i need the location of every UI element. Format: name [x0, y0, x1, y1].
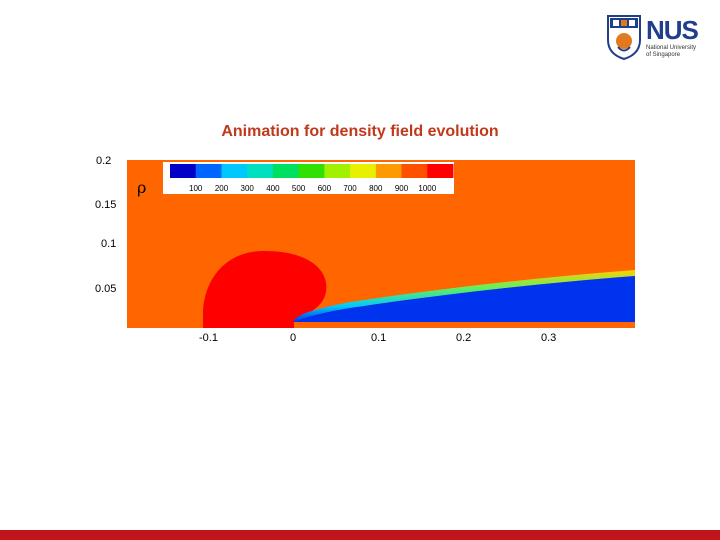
jet-edge [294, 270, 635, 322]
jet-region [294, 276, 635, 322]
colorbar-label: 600 [318, 184, 332, 193]
colorbar-swatches [170, 164, 454, 178]
x-tick-1: 0 [290, 332, 296, 344]
colorbar-label: 800 [369, 184, 383, 193]
nus-logo: NUS National University of Singapore [606, 14, 706, 64]
nus-crest-icon [607, 15, 641, 60]
density-plot: 0.2 0.15 0.1 0.05 -0.1 0 0.1 0.2 0.3 ρ 1… [95, 155, 635, 344]
y-tick-2: 0.1 [101, 238, 116, 250]
footer-bar [0, 530, 720, 540]
colorbar-swatch [350, 164, 377, 178]
y-tick-0: 0.2 [96, 155, 111, 167]
colorbar-swatch [375, 164, 402, 178]
colorbar-swatch [272, 164, 300, 178]
colorbar-label: 300 [241, 184, 255, 193]
colorbar-legend: ρ 100 200 300 400 500 600 700 800 900 1000 [137, 162, 454, 197]
colorbar-label: 500 [292, 184, 306, 193]
colorbar-swatch [247, 164, 274, 178]
colorbar-swatch [221, 164, 248, 178]
x-tick-4: 0.3 [541, 332, 556, 344]
colorbar-label: 100 [189, 184, 203, 193]
colorbar-swatch [401, 164, 428, 178]
colorbar-label: 900 [395, 184, 409, 193]
nus-subtitle: National University of Singapore [646, 45, 706, 59]
nus-subtitle-line1: National University [646, 45, 697, 51]
colorbar-label: 200 [215, 184, 229, 193]
y-tick-3: 0.05 [95, 283, 116, 295]
colorbar-label: 700 [343, 184, 357, 193]
nus-wordmark: NUS [646, 15, 699, 45]
y-tick-1: 0.15 [95, 199, 116, 211]
colorbar-symbol: ρ [137, 178, 146, 197]
colorbar-swatch [324, 164, 351, 178]
colorbar-swatch [298, 164, 325, 178]
colorbar-labels: 100 200 300 400 500 600 700 800 900 1000 [189, 184, 437, 193]
nus-subtitle-line2: of Singapore [646, 52, 681, 58]
slide-title: Animation for density field evolution [221, 123, 499, 140]
x-tick-0: -0.1 [199, 332, 218, 344]
colorbar-swatch [170, 164, 197, 178]
colorbar-label: 400 [266, 184, 280, 193]
colorbar-swatch [195, 164, 222, 178]
colorbar-swatch [427, 164, 454, 178]
colorbar-label: 1000 [418, 184, 436, 193]
bubble-region [203, 250, 327, 328]
x-tick-2: 0.1 [371, 332, 386, 344]
x-tick-3: 0.2 [456, 332, 471, 344]
